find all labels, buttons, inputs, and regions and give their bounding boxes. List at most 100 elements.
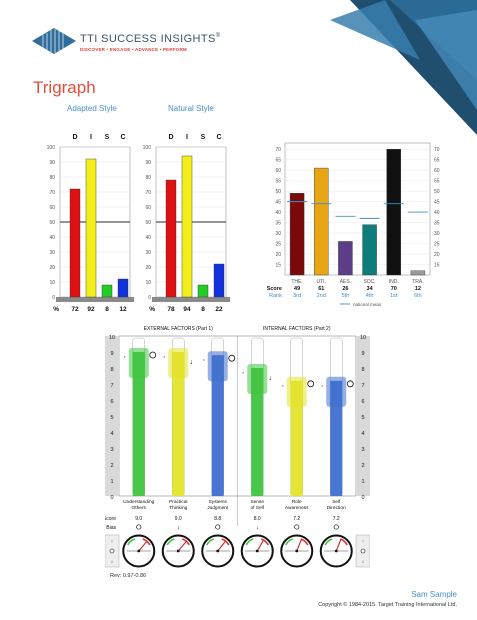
factor-gauge-needle <box>335 539 342 552</box>
factor-gauge-red-arc <box>300 538 309 546</box>
motivators-y-tick-left: 60 <box>275 168 281 174</box>
factor-label-line2: Others <box>132 505 147 511</box>
factors-y-tick-right: 9 <box>361 351 364 357</box>
natural-value-label: 78 <box>167 306 175 313</box>
factor-range-band <box>247 364 268 394</box>
motivators-score-label: Score <box>267 286 282 292</box>
factor-range-band <box>326 376 347 407</box>
factor-score: 9.0 <box>175 516 182 522</box>
factor-gauge-needle <box>217 541 226 552</box>
factors-bias-label: Bias <box>106 525 116 531</box>
natural-value-label: 94 <box>183 306 191 313</box>
factors-y-tick-right: 10 <box>360 335 366 341</box>
factor-gauge-hub <box>334 549 338 553</box>
factor-bias-circle <box>228 354 236 362</box>
factor-gauge-green-arc <box>285 538 294 546</box>
company-tagline: DISCOVER • ENGAGE • ADVANCE • PERFORM <box>80 47 187 52</box>
gauge-legend-circle <box>109 548 115 554</box>
natural-y-tick: 90 <box>145 160 151 166</box>
natural-letter-label: D <box>168 134 173 141</box>
factors-y-tick-right: 3 <box>361 447 364 453</box>
adapted-letter-label: C <box>120 134 125 141</box>
factor-star-marker: * <box>163 356 165 362</box>
factor-score: 7.2 <box>333 516 340 522</box>
factor-gauge-hub <box>216 549 220 553</box>
revision-label: Rev: 0.97-0.86 <box>110 573 147 579</box>
adapted-y-tick: 10 <box>49 280 55 286</box>
motivators-y-tick-left: 15 <box>275 263 281 269</box>
factor-gauge-red-arc <box>260 538 269 546</box>
motivator-rank: 1st <box>390 293 398 299</box>
factors-y-tick-left: 10 <box>109 335 115 341</box>
natural-y-tick: 50 <box>145 220 151 226</box>
motivator-category-label: IND. <box>389 279 399 285</box>
factor-label-line2: Judgment <box>207 505 229 511</box>
motivators-y-tick-right: 40 <box>434 210 440 216</box>
natural-y-tick: 20 <box>145 265 151 271</box>
factor-bias-circle <box>307 380 315 388</box>
factors-y-tick-right: 7 <box>361 383 364 389</box>
motivator-rank: 2nd <box>317 293 326 299</box>
adapted-base-bar <box>56 297 134 302</box>
footer-name: Sam Sample <box>411 590 457 599</box>
factors-y-tick-right: 6 <box>361 399 364 405</box>
factor-bias-row-circle <box>333 524 339 530</box>
factor-gauge-red-arc <box>339 538 348 546</box>
natural-percent-label: % <box>149 306 155 313</box>
factors-y-tick-left: 1 <box>110 479 113 485</box>
factors-score-label: Score <box>105 516 116 522</box>
motivator-score: 49 <box>294 286 300 292</box>
motivators-y-tick-right: 70 <box>434 147 440 153</box>
motivator-category-label: THE. <box>291 279 302 285</box>
factor-gauge-green-arc <box>127 538 136 546</box>
factor-bias-row-circle <box>294 524 300 530</box>
factor-label-line1: Self <box>332 499 341 505</box>
factor-score: 8.8 <box>214 516 221 522</box>
motivator-score: 12 <box>415 286 421 292</box>
factors-axis-right <box>356 336 370 496</box>
factors-axis-left <box>105 336 119 496</box>
gauge-legend-down: ↓ <box>362 559 365 565</box>
adapted-bar-i <box>85 158 97 298</box>
factor-gauge-red-arc <box>221 538 230 546</box>
factor-label-line1: Role <box>292 499 302 505</box>
page-title: Trigraph <box>33 78 96 97</box>
factor-label-line1: Practical <box>169 499 187 505</box>
adapted-y-tick: 80 <box>49 175 55 181</box>
motivators-y-tick-right: 50 <box>434 189 440 195</box>
factor-star-marker: * <box>203 359 205 365</box>
motivators-y-tick-left: 40 <box>275 210 281 216</box>
motivator-category-label: UTI. <box>317 279 326 285</box>
adapted-y-tick: 90 <box>49 160 55 166</box>
company-name-text: TTI SUCCESS INSIGHTS <box>80 33 216 45</box>
motivators-y-tick-right: 25 <box>434 242 440 248</box>
gauge-legend-down: ↓ <box>111 559 114 565</box>
gauge-legend-up: ↑ <box>111 539 114 545</box>
factor-star-marker: * <box>124 356 126 362</box>
footer-copyright: Copyright © 1984-2015. Target Training I… <box>318 602 457 608</box>
factor-gauge-needle <box>177 541 187 552</box>
factors-y-tick-left: 2 <box>110 463 113 469</box>
adapted-value-label: 72 <box>71 306 79 313</box>
natural-base-bar <box>152 297 230 302</box>
factor-label-line1: Sense <box>250 499 264 505</box>
factor-label-line2: of Self <box>250 505 264 511</box>
header-decoration <box>330 0 477 135</box>
factors-y-tick-left: 0 <box>110 495 113 501</box>
natural-style-title: Natural Style <box>168 104 214 113</box>
motivator-rank: 3rd <box>293 293 301 299</box>
motivators-y-tick-left: 30 <box>275 231 281 237</box>
factors-y-tick-right: 0 <box>361 495 364 501</box>
natural-value-label: 22 <box>215 306 223 313</box>
natural-y-tick: 30 <box>145 250 151 256</box>
adapted-letter-label: I <box>90 134 92 141</box>
factor-score: 8.0 <box>254 516 261 522</box>
gauge-legend-up: ↑ <box>362 539 365 545</box>
factor-star-marker: * <box>282 385 284 391</box>
motivators-y-tick-left: 65 <box>275 158 281 164</box>
motivator-score: 61 <box>318 286 324 292</box>
external-factors-title: EXTERNAL FACTORS (Part 1) <box>144 326 214 332</box>
internal-factors-title: INTERNAL FACTORS (Part 2) <box>263 326 331 332</box>
motivators-chart: 70 70 65 65 60 60 55 55 50 50 45 45 40 40 35 35 30 30 25 25… <box>267 142 440 307</box>
factor-bias-circle <box>346 380 354 388</box>
